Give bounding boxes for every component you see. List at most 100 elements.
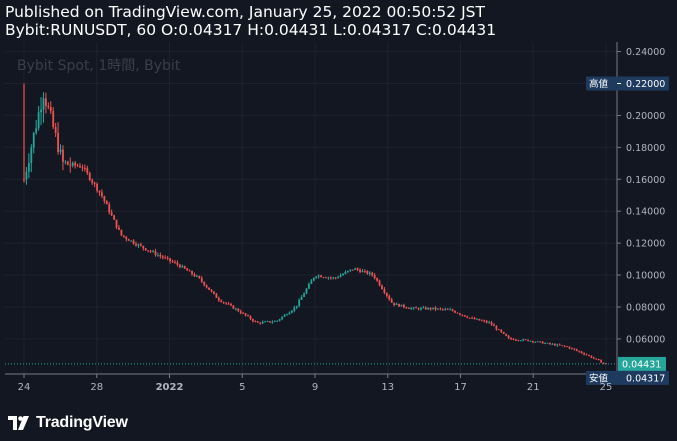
candle-body xyxy=(534,341,537,343)
candle-body xyxy=(522,339,525,341)
candle-body xyxy=(105,201,108,205)
candle-body xyxy=(478,318,481,321)
candle-body xyxy=(405,307,408,309)
candle-body xyxy=(359,269,361,273)
high-marker-label: 高値 xyxy=(589,78,609,90)
candle-body xyxy=(293,307,296,311)
candle-body xyxy=(96,183,98,191)
candle-body xyxy=(354,268,357,270)
candle-body xyxy=(356,268,359,270)
y-tick-label: 0.08000 xyxy=(626,302,665,313)
candle-body xyxy=(536,341,539,343)
candle-body xyxy=(32,132,35,148)
candle-body xyxy=(286,314,288,316)
candle-body xyxy=(227,303,230,305)
candle-body xyxy=(427,307,430,310)
candle-body xyxy=(159,254,162,257)
candle-body xyxy=(144,248,147,251)
candle-body xyxy=(110,212,113,216)
tradingview-footer: TradingView xyxy=(8,412,128,434)
candle-body xyxy=(66,161,69,165)
candle-body xyxy=(69,164,72,166)
candle-body xyxy=(383,289,386,293)
y-tick-label: 0.20000 xyxy=(626,111,665,122)
candle-body xyxy=(191,270,193,275)
candle-body xyxy=(556,344,559,346)
candle-body xyxy=(79,165,81,168)
footer-brand: TradingView xyxy=(36,414,128,431)
candle-body xyxy=(332,277,335,279)
x-tick-label: 9 xyxy=(312,382,318,393)
candle-body xyxy=(512,339,515,340)
candle-body xyxy=(410,308,413,310)
candle-body xyxy=(390,299,393,303)
candle-body xyxy=(439,308,442,310)
candle-body xyxy=(441,308,444,310)
candle-body xyxy=(334,277,337,279)
candle-body xyxy=(468,317,471,319)
candle-body xyxy=(432,307,435,310)
candle-body xyxy=(364,270,366,272)
candle-body xyxy=(101,192,103,197)
low-marker-badge xyxy=(586,370,669,385)
candle-body xyxy=(220,300,223,302)
candle-body xyxy=(456,312,459,314)
candle-body xyxy=(181,266,184,268)
x-tick-label: 25 xyxy=(600,382,613,393)
plot-area xyxy=(5,42,617,374)
low-marker-label: 安値 xyxy=(589,372,609,384)
candle-body xyxy=(305,288,308,294)
candle-body xyxy=(137,244,140,246)
candle-body xyxy=(266,321,269,323)
candle-body xyxy=(527,339,529,342)
candle-body xyxy=(595,358,598,360)
candle-body xyxy=(580,351,583,354)
candle-body xyxy=(485,321,488,323)
candle-body xyxy=(125,236,128,240)
candle-body xyxy=(269,321,271,323)
candle-body xyxy=(166,257,169,259)
candle-body xyxy=(463,315,466,317)
candle-body xyxy=(178,264,181,268)
candle-body xyxy=(276,320,279,322)
candle-body xyxy=(553,344,556,346)
y-tick-label: 0.10000 xyxy=(626,271,665,282)
candle-body xyxy=(398,303,400,307)
candle-body xyxy=(247,315,249,317)
candle-body xyxy=(149,250,152,252)
x-tick-label: 28 xyxy=(90,382,103,393)
candle-body xyxy=(566,346,568,348)
candle-body xyxy=(186,268,189,271)
candle-body xyxy=(549,342,551,345)
candle-body xyxy=(118,227,120,230)
candle-body xyxy=(130,240,133,242)
candle-body xyxy=(49,107,52,112)
candle-body xyxy=(417,308,420,310)
candle-body xyxy=(539,341,542,343)
candle-body xyxy=(546,342,549,344)
candle-body xyxy=(476,318,478,320)
candle-body xyxy=(242,313,245,314)
candle-body xyxy=(59,149,62,152)
candle-body xyxy=(208,287,210,290)
candle-body xyxy=(120,229,123,236)
symbol-overlay-label: Bybit Spot, 1時間, Bybit xyxy=(17,58,181,74)
candle-body xyxy=(505,333,508,337)
candle-body xyxy=(583,353,585,355)
candle-body xyxy=(161,256,164,258)
candle-body xyxy=(25,171,28,180)
candle-body xyxy=(507,336,510,338)
candle-body xyxy=(381,285,383,290)
candle-body xyxy=(271,321,274,323)
candle-body xyxy=(215,293,218,298)
candle-body xyxy=(483,320,486,322)
candle-body xyxy=(42,98,45,110)
candle-body xyxy=(264,321,266,323)
candle-body xyxy=(198,275,201,279)
candle-body xyxy=(454,310,456,313)
candle-body xyxy=(473,317,476,320)
candle-body xyxy=(573,348,576,350)
candle-body xyxy=(342,273,344,276)
candle-body xyxy=(424,307,427,310)
